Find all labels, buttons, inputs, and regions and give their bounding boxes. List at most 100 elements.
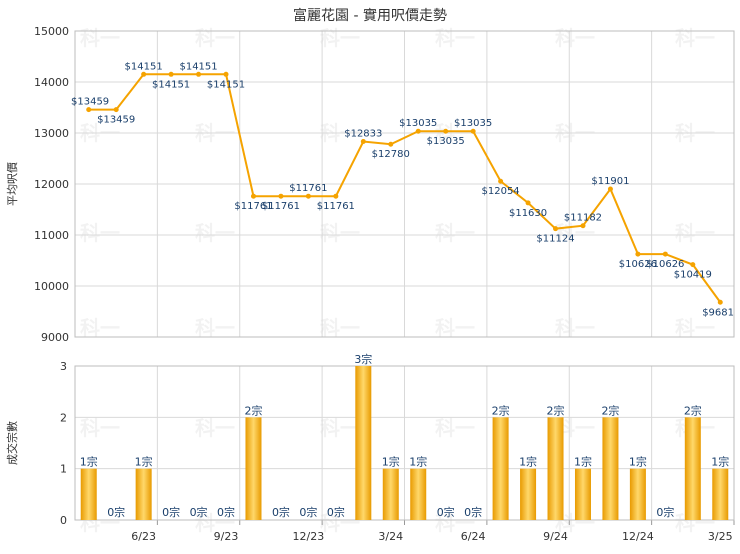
volume-data-label: 1宗: [574, 455, 592, 469]
price-data-label: $13459: [71, 97, 109, 108]
x-tick-label: 12/24: [622, 530, 654, 543]
price-data-label: $14151: [179, 61, 217, 72]
volume-data-label: 2宗: [601, 403, 619, 417]
volume-bar: [520, 468, 537, 520]
watermark-text: 科一: [195, 416, 235, 440]
price-data-label: $12780: [372, 149, 410, 160]
price-data-label: $13035: [427, 136, 465, 147]
watermark-text: 科一: [195, 316, 235, 340]
price-data-label: $11761: [262, 201, 300, 212]
price-plot-frame: [74, 30, 735, 338]
volume-data-label: 0宗: [162, 505, 180, 519]
watermark-text: 科一: [80, 221, 120, 245]
price-data-label: $13035: [454, 118, 492, 129]
price-point: [223, 71, 229, 77]
price-point: [388, 141, 394, 147]
watermark-text: 科一: [555, 221, 595, 245]
price-data-label: $12054: [482, 186, 520, 197]
volume-data-label: 1宗: [80, 455, 98, 469]
price-point: [196, 71, 202, 77]
price-axis-label: 平均呎價: [5, 162, 19, 206]
price-point: [86, 107, 92, 113]
price-point: [415, 128, 421, 134]
watermark-text: 科一: [675, 316, 715, 340]
volume-data-label: 3宗: [354, 352, 372, 366]
price-data-label: $13459: [97, 115, 135, 126]
volume-bar: [355, 366, 372, 520]
volume-panel: 0 1 2 3 6/23 9/23 12/23 3/24 6/24 9/24 12/24 3/25 成交…: [5, 352, 735, 543]
price-data-label: $13035: [399, 118, 437, 129]
x-tick-label: 6/23: [131, 530, 156, 543]
price-point: [113, 107, 119, 113]
volume-data-label: 1宗: [629, 455, 647, 469]
price-data-label: $14151: [207, 79, 245, 90]
price-point: [278, 193, 284, 199]
volume-data-label: 2宗: [492, 403, 510, 417]
price-data-label: $10626: [619, 259, 657, 270]
price-point: [333, 193, 339, 199]
volume-data-label: 0宗: [107, 505, 125, 519]
volume-bar: [492, 417, 509, 520]
watermark-text: 科一: [80, 416, 120, 440]
price-data-label: $12833: [344, 129, 382, 140]
x-tick-label: 3/25: [708, 530, 733, 543]
x-tick-label: 9/23: [214, 530, 239, 543]
volume-bar: [602, 417, 619, 520]
volume-data-label: 1宗: [409, 455, 427, 469]
price-data-label: $11901: [591, 176, 629, 187]
watermark-text: 科一: [320, 316, 360, 340]
watermark-text: 科一: [435, 511, 475, 535]
watermark-text: 科一: [675, 26, 715, 50]
volume-data-label: 0宗: [437, 505, 455, 519]
volume-data-label: 1宗: [711, 455, 729, 469]
x-tick-label: 6/24: [461, 530, 486, 543]
watermark-text: 科一: [320, 511, 360, 535]
price-data-label: $14151: [125, 61, 163, 72]
volume-data-label: 2宗: [547, 403, 565, 417]
price-data-label: $11630: [509, 208, 547, 219]
x-tick-label: 9/24: [543, 530, 568, 543]
watermark-text: 科一: [80, 316, 120, 340]
price-point: [360, 139, 366, 145]
price-data-label: $11761: [234, 201, 272, 212]
volume-bar: [80, 468, 97, 520]
volume-data-label: 0宗: [464, 505, 482, 519]
watermark-text: 科一: [195, 511, 235, 535]
volume-data-label: 0宗: [190, 505, 208, 519]
price-data-label: $9681: [702, 307, 734, 318]
watermark-text: 科一: [320, 26, 360, 50]
volume-tick-label: 2: [60, 411, 67, 424]
price-tick-label: 11000: [34, 229, 69, 242]
volume-data-label: 1宗: [135, 455, 153, 469]
price-point: [635, 251, 641, 257]
volume-bar: [574, 468, 591, 520]
price-point: [141, 71, 147, 77]
watermark-text: 科一: [435, 416, 475, 440]
price-data-label: $11124: [536, 234, 574, 245]
volume-data-label: 2宗: [684, 403, 702, 417]
price-tick-label: 14000: [34, 76, 69, 89]
watermark-text: 科一: [675, 221, 715, 245]
price-data-label: $10419: [674, 270, 712, 281]
price-tick-label: 13000: [34, 127, 69, 140]
watermark-text: 科一: [320, 221, 360, 245]
price-point: [607, 186, 613, 192]
volume-tick-label: 0: [60, 514, 67, 527]
watermark-text: 科一: [555, 26, 595, 50]
volume-bar: [629, 468, 646, 520]
price-point: [662, 251, 668, 257]
watermark-text: 科一: [555, 316, 595, 340]
price-point: [717, 299, 723, 305]
watermark-text: 科一: [435, 26, 475, 50]
price-tick-label: 9000: [41, 331, 69, 344]
price-point: [305, 193, 311, 199]
price-point: [168, 71, 174, 77]
price-data-label: $10626: [646, 259, 684, 270]
price-point: [690, 262, 696, 268]
x-tick-label: 3/24: [378, 530, 403, 543]
volume-axis-label: 成交宗數: [5, 421, 19, 465]
price-data-label: $11761: [317, 201, 355, 212]
volume-plot-frame: [74, 365, 735, 521]
